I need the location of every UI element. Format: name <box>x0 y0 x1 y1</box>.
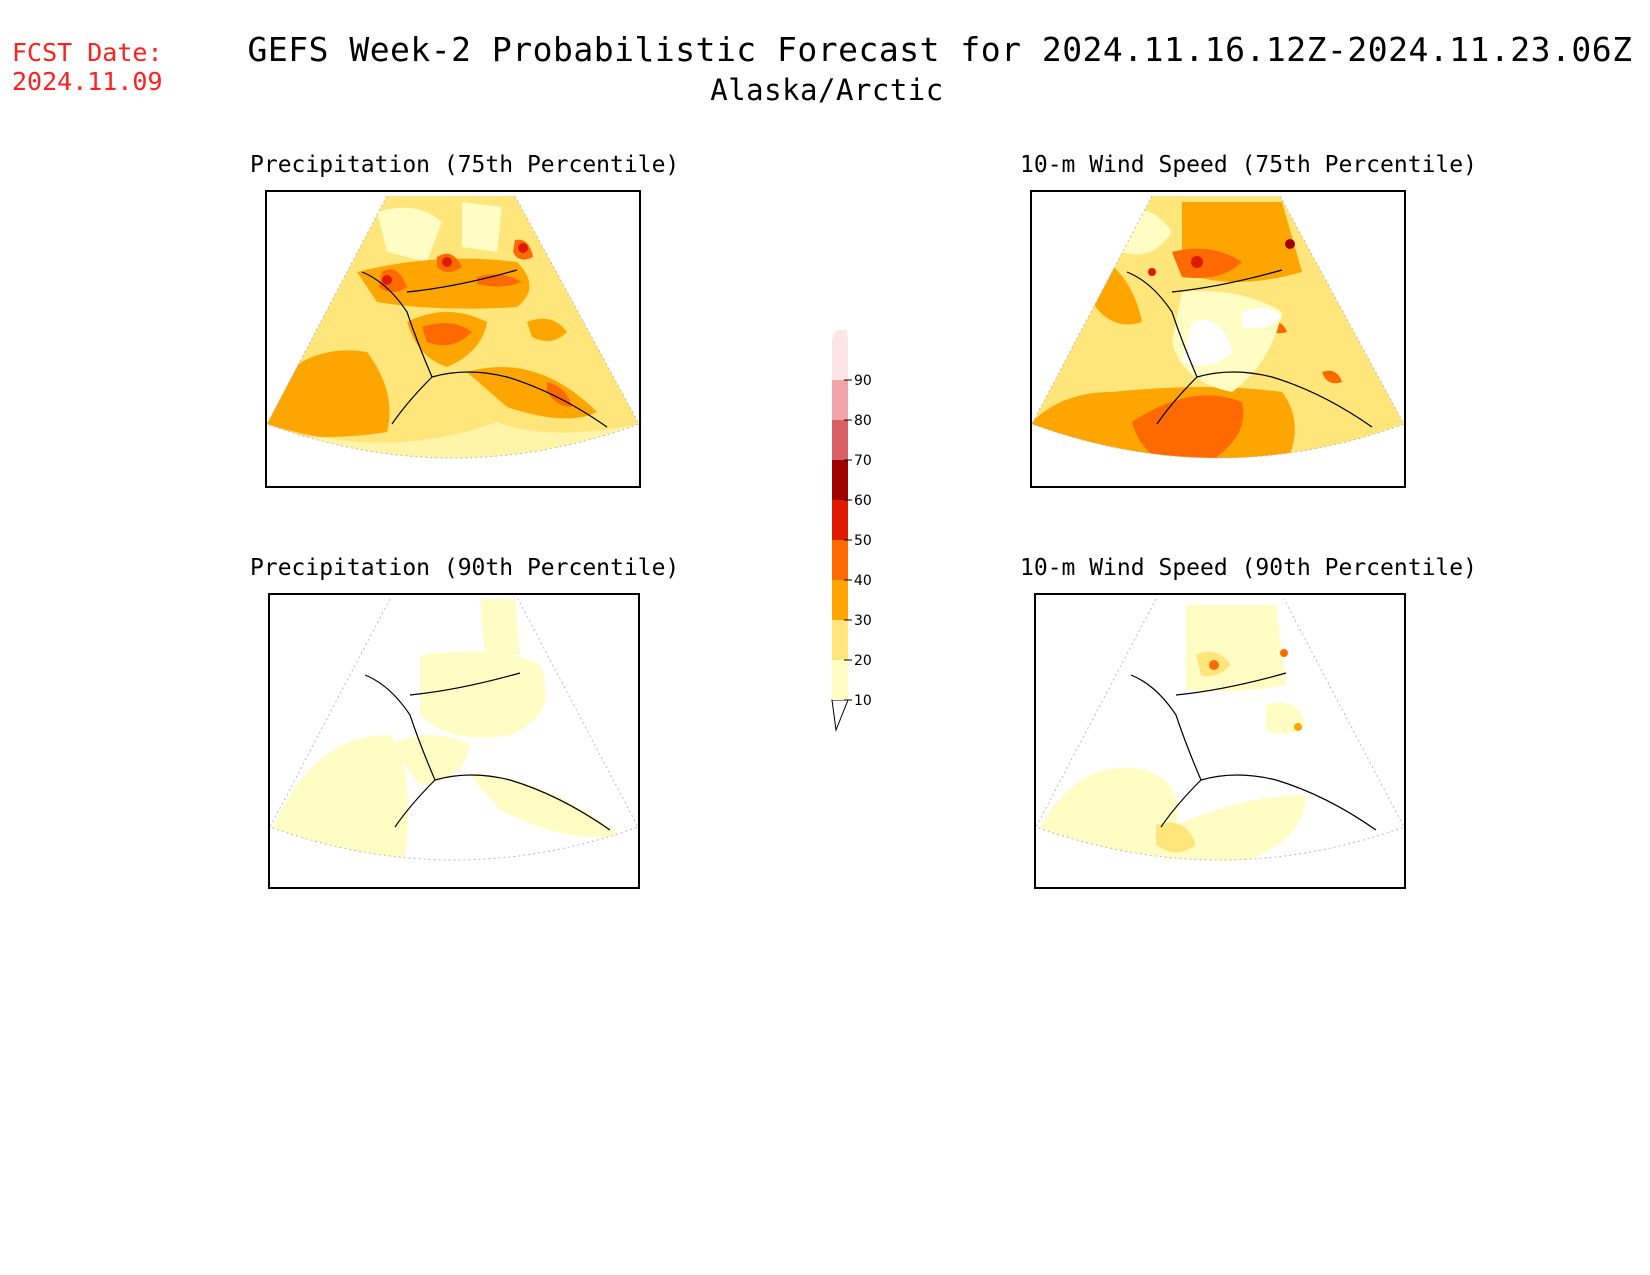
colorbar-segment <box>832 500 848 540</box>
colorbar-tick-label: 60 <box>854 493 872 509</box>
panel-title-precip-75: Precipitation (75th Percentile) <box>250 152 680 178</box>
colorbar-segment <box>832 380 848 420</box>
figure-title-block: GEFS Week-2 Probabilistic Forecast for 2… <box>0 30 1650 107</box>
map-precip-75 <box>265 190 641 488</box>
map-wind-90 <box>1034 593 1406 889</box>
colorbar: 10 20 30 40 50 60 70 80 90 <box>820 310 880 744</box>
colorbar-top-cap <box>832 310 848 340</box>
colorbar-segment <box>832 420 848 460</box>
colorbar-tick-label: 70 <box>854 453 872 469</box>
colorbar-segment <box>832 580 848 620</box>
colorbar-segment <box>832 620 848 660</box>
colorbar-tick-label: 80 <box>854 413 872 429</box>
map-precip-90 <box>268 593 640 889</box>
forecast-date-block: FCST Date: 2024.11.09 <box>12 38 163 96</box>
colorbar-tick-label: 10 <box>854 693 872 709</box>
forecast-date-label: FCST Date: <box>12 38 163 67</box>
colorbar-svg: 10 20 30 40 50 60 70 80 90 <box>831 310 872 732</box>
forecast-date-value: 2024.11.09 <box>12 67 163 96</box>
colorbar-tick-label: 50 <box>854 533 872 549</box>
colorbar-segment <box>832 660 848 700</box>
colorbar-tick-label: 30 <box>854 613 872 629</box>
figure-title: GEFS Week-2 Probabilistic Forecast for 2… <box>247 30 1633 69</box>
colorbar-segment <box>832 460 848 500</box>
colorbar-segment <box>832 340 848 380</box>
map-wind-75 <box>1030 190 1406 488</box>
panel-title-precip-90: Precipitation (90th Percentile) <box>250 555 680 581</box>
panel-title-wind-75: 10-m Wind Speed (75th Percentile) <box>1020 152 1477 178</box>
colorbar-segment <box>832 540 848 580</box>
colorbar-tick-label: 90 <box>854 373 872 389</box>
figure-region: Alaska/Arctic <box>710 73 944 107</box>
colorbar-bottom-cap <box>831 699 849 732</box>
panel-title-wind-90: 10-m Wind Speed (90th Percentile) <box>1020 555 1477 581</box>
colorbar-tick-label: 40 <box>854 573 872 589</box>
colorbar-tick-label: 20 <box>854 653 872 669</box>
